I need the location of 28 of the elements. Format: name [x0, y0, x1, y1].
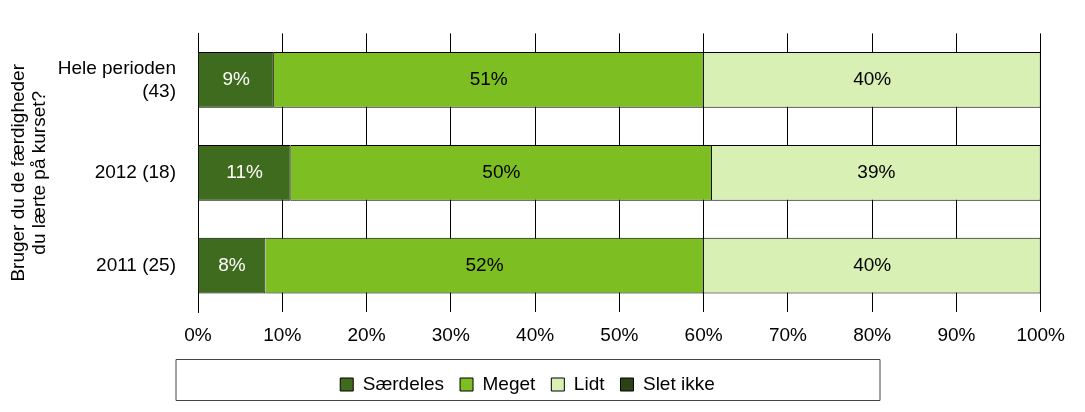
legend-label: Lidt [573, 372, 606, 394]
x-tick-label: 0% [184, 323, 212, 345]
x-tick-label: 40% [516, 323, 555, 345]
x-tick-label: 50% [600, 323, 639, 345]
y-tick-label: Hele perioden (43) [57, 56, 176, 101]
data-label: 9% [222, 68, 250, 90]
x-tick-label: 60% [684, 323, 723, 345]
data-label: 39% [857, 161, 896, 183]
x-tick-label: 20% [347, 323, 386, 345]
data-label: 51% [469, 68, 508, 90]
y-tick-label: 2011 (25) [96, 253, 176, 275]
data-label: 11% [226, 161, 264, 183]
legend-label: Slet ikke [642, 372, 715, 394]
data-label: 40% [853, 253, 892, 275]
x-tick-label: 70% [768, 323, 808, 345]
x-tick-label: 30% [431, 323, 470, 345]
data-label: 8% [218, 253, 246, 275]
y-axis-title: Bruger du de færdigheder du lærte på kurset? [6, 63, 49, 282]
data-label: 52% [465, 253, 504, 275]
data-label: 40% [853, 68, 892, 90]
data-label: 50% [482, 161, 521, 183]
x-tick-label: 90% [937, 323, 976, 345]
x-tick-label: 100% [1016, 323, 1066, 345]
legend-label: Meget [482, 372, 537, 394]
y-tick-label: 2012 (18) [94, 161, 176, 183]
x-tick-label: 80% [853, 323, 892, 345]
legend-label: Særdeles [362, 372, 445, 394]
x-tick-label: 10% [263, 323, 302, 345]
